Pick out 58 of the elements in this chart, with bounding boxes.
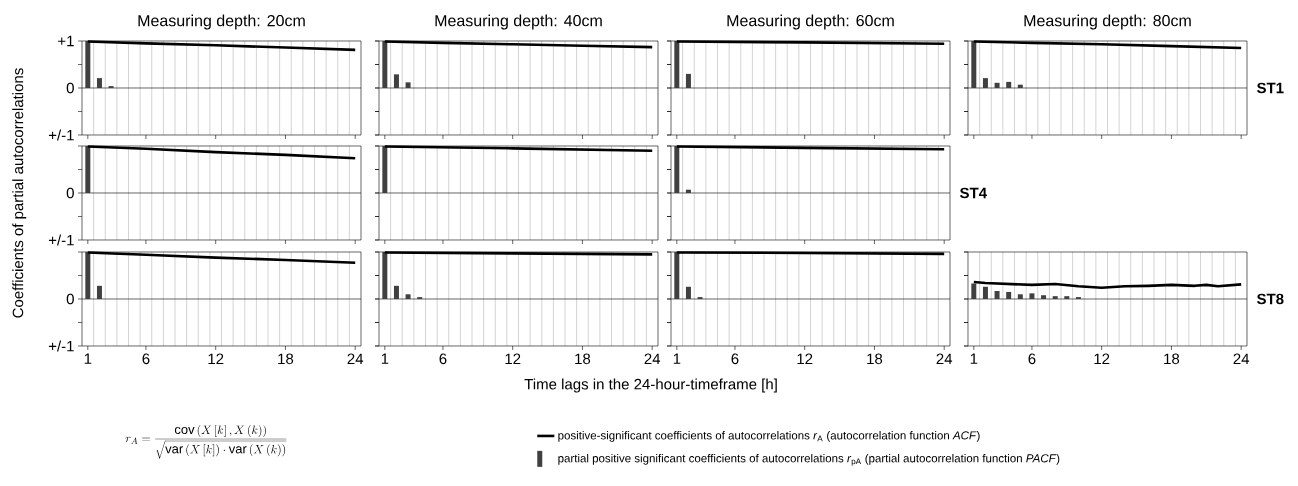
x-tick-label: 24 bbox=[347, 353, 364, 364]
bar bbox=[971, 40, 977, 88]
bar bbox=[393, 285, 399, 299]
bar bbox=[1029, 293, 1035, 299]
bar bbox=[1017, 84, 1023, 88]
bar bbox=[994, 291, 1000, 299]
chart-title: Measuring depth: 20cm bbox=[138, 14, 305, 30]
x-axis-title: Time lags in the 24-hour-timeframe [h] bbox=[524, 378, 777, 393]
x-tick-label: 18 bbox=[1164, 353, 1180, 365]
y-tick-label: +1 bbox=[58, 35, 74, 47]
bar bbox=[982, 286, 988, 299]
bar bbox=[1052, 296, 1058, 299]
x-tick-label: 1 bbox=[673, 353, 681, 364]
x-tick-label: 1 bbox=[381, 353, 389, 364]
y2-axis-title: ST8 bbox=[1256, 293, 1284, 305]
chart-title: Measuring depth: 80cm bbox=[1024, 14, 1191, 30]
x-tick-label: 12 bbox=[797, 353, 813, 364]
bar bbox=[982, 78, 988, 88]
x-tick-label: 24 bbox=[1233, 353, 1250, 364]
bar bbox=[1064, 296, 1070, 299]
x-tick-label: 6 bbox=[439, 353, 447, 365]
text: $r_{A}=\frac{\mathrm{cov}\left(X\left[k\right],X\left(k\right)\right)}{\sqrt{\mathrm{var}\left(X\left[k\right]\right)\cdot\mathrm{var}\left(X\left(k\right)\right)}}$ bbox=[125, 424, 287, 459]
y-tick-label: 0 bbox=[66, 293, 74, 305]
bar bbox=[382, 251, 388, 299]
chart-title: Measuring depth: 60cm bbox=[727, 14, 894, 30]
y-tick-label: +/-1 bbox=[48, 340, 74, 352]
bar bbox=[971, 283, 977, 299]
bar bbox=[85, 40, 91, 88]
y2-axis-title: ST4 bbox=[959, 187, 987, 199]
y-tick-label: +/-1 bbox=[48, 129, 74, 141]
x-tick-label: 6 bbox=[1028, 353, 1036, 365]
x-tick-label: 12 bbox=[1094, 353, 1110, 364]
bar bbox=[1006, 81, 1012, 88]
chart-title: Measuring depth: 40cm bbox=[435, 14, 602, 30]
x-tick-label: 24 bbox=[644, 353, 661, 364]
bar bbox=[1006, 291, 1012, 299]
x-tick-label: 6 bbox=[142, 353, 150, 365]
y-axis-title: Coefficients of partial autocorrelations bbox=[12, 68, 27, 318]
y2-axis-title: ST1 bbox=[1256, 82, 1284, 94]
x-tick-label: 12 bbox=[505, 353, 521, 364]
bar bbox=[994, 82, 1000, 88]
legend-label: partial positive significant coefficients of autocorrelations r$_{pA}$ (partial autocorrelation function PACF) bbox=[558, 453, 1060, 466]
x-tick-label: 18 bbox=[278, 353, 294, 365]
x-tick-label: 12 bbox=[208, 353, 224, 364]
bar bbox=[405, 294, 411, 299]
x-tick-label: 1 bbox=[970, 353, 978, 364]
y-tick-label: 0 bbox=[66, 187, 74, 199]
x-tick-label: 1 bbox=[84, 353, 92, 364]
x-tick-label: 18 bbox=[575, 353, 591, 365]
bar bbox=[1041, 295, 1047, 299]
y-tick-label: 0 bbox=[66, 82, 74, 94]
bar bbox=[1017, 294, 1023, 299]
y-tick-label: +/-1 bbox=[48, 234, 74, 246]
x-tick-label: 18 bbox=[867, 353, 883, 365]
bar bbox=[96, 78, 102, 88]
x-tick-label: 6 bbox=[731, 353, 739, 365]
legend-label: positive-significant coefficients of autocorrelations r$_{A}$ (autocorrelation function ACF) bbox=[558, 431, 980, 442]
x-tick-label: 24 bbox=[936, 353, 953, 364]
